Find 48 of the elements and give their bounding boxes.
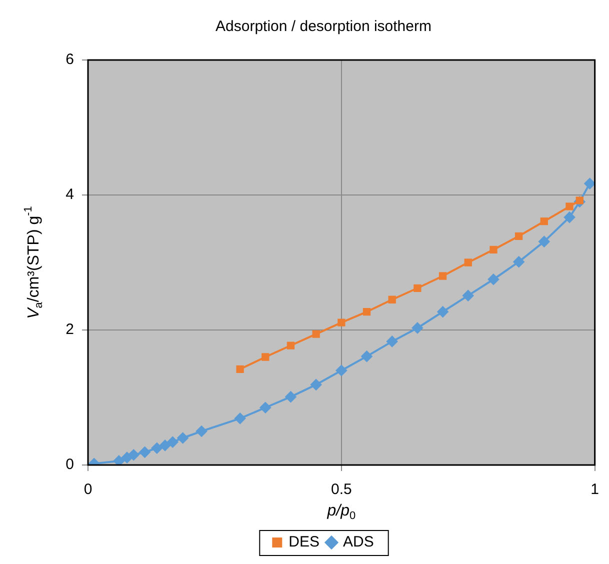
point [514, 232, 523, 240]
point [437, 306, 448, 318]
point [260, 402, 271, 414]
x-tick-label: 0.5 [330, 481, 352, 498]
point [167, 436, 178, 448]
y-tick-label: 2 [66, 321, 74, 338]
point [362, 308, 371, 316]
point [128, 449, 140, 460]
x-tick-label: 0 [84, 481, 92, 498]
point [262, 353, 270, 361]
y-tick-label: 6 [66, 51, 74, 68]
point [386, 336, 398, 347]
y-tick-label: 4 [66, 186, 74, 204]
point [160, 440, 171, 451]
point [310, 379, 322, 390]
point [488, 274, 499, 285]
point [151, 442, 162, 454]
chart-title: Adsorption / desorption isotherm [216, 18, 432, 36]
point [113, 455, 124, 465]
point [566, 202, 574, 210]
point [540, 217, 548, 226]
point [438, 272, 447, 280]
point [286, 342, 295, 350]
point [490, 246, 498, 254]
point [338, 318, 346, 326]
x-tick-label: 1 [590, 481, 599, 498]
y-tick-label: 0 [66, 456, 74, 474]
point [236, 365, 244, 373]
point [336, 365, 347, 376]
point [285, 391, 296, 402]
point [388, 296, 396, 304]
point [414, 284, 422, 292]
point [412, 322, 423, 334]
point [538, 236, 550, 248]
point [234, 412, 246, 424]
point [312, 330, 320, 338]
y-axis-title: Va/cm³(STP) g-1 [22, 206, 45, 319]
point [584, 178, 595, 190]
point [513, 256, 524, 268]
legend-label: DES [288, 534, 320, 551]
point [177, 432, 188, 444]
point [464, 258, 472, 266]
legend-label: ADS [343, 534, 374, 551]
point [564, 212, 575, 223]
point [462, 290, 474, 302]
point [361, 350, 372, 362]
point [139, 446, 150, 458]
point [196, 426, 208, 437]
